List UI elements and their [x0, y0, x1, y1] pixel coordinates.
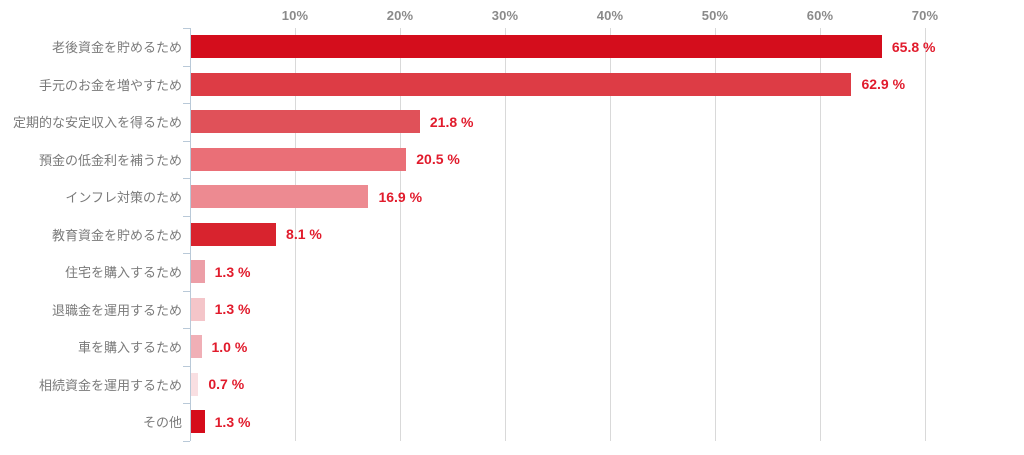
gridline — [400, 28, 401, 441]
x-tick-label: 70% — [911, 8, 939, 23]
y-axis-tick — [183, 103, 190, 104]
bar — [191, 410, 205, 434]
category-label: 相続資金を運用するため — [38, 377, 182, 393]
bar — [191, 335, 202, 359]
x-tick-label: 50% — [701, 8, 729, 23]
gridline — [295, 28, 296, 441]
x-tick-label: 10% — [281, 8, 309, 23]
gridline — [715, 28, 716, 441]
value-label: 1.3 % — [214, 263, 251, 280]
y-axis-tick — [183, 178, 190, 179]
x-tick-label: 20% — [386, 8, 414, 23]
y-axis-tick — [183, 328, 190, 329]
gridline — [820, 28, 821, 441]
category-label: 住宅を購入するため — [64, 265, 182, 281]
category-label: 老後資金を貯めるため — [51, 40, 182, 56]
category-label: その他 — [142, 415, 182, 431]
category-label: 手元のお金を増やすため — [38, 77, 182, 93]
gridline — [925, 28, 926, 441]
category-label: 車を購入するため — [77, 340, 182, 356]
bar — [191, 185, 369, 209]
value-label: 8.1 % — [286, 226, 322, 243]
value-label: 62.9 % — [861, 76, 906, 93]
x-tick-label: 30% — [491, 8, 519, 23]
y-axis-line — [190, 28, 191, 441]
y-axis-tick — [183, 140, 190, 142]
category-label: 退職金を運用するため — [51, 302, 182, 318]
bar — [191, 372, 199, 396]
bar — [191, 147, 407, 171]
value-label: 20.5 % — [416, 151, 460, 168]
category-label: 定期的な安定収入を得るため — [12, 115, 182, 131]
value-label: 1.3 % — [214, 301, 251, 318]
y-axis-tick — [183, 28, 190, 29]
gridline — [610, 28, 611, 441]
x-tick-label: 40% — [596, 8, 624, 23]
y-axis-tick — [183, 253, 190, 254]
bar — [191, 297, 205, 321]
value-label: 21.8 % — [429, 113, 474, 130]
y-axis-tick — [183, 290, 190, 292]
value-label: 1.3 % — [214, 413, 251, 430]
gridline — [505, 28, 506, 441]
category-label: インフレ対策のため — [65, 190, 182, 206]
y-axis-tick — [183, 440, 190, 442]
value-label: 16.9 % — [378, 188, 423, 205]
value-label: 65.8 % — [891, 38, 936, 55]
category-label: 預金の低金利を補うため — [38, 152, 182, 168]
x-tick-label: 60% — [806, 8, 834, 23]
category-label: 教育資金を貯めるため — [51, 227, 182, 243]
bar — [191, 260, 205, 284]
bar — [191, 222, 277, 246]
y-axis-tick — [183, 65, 190, 67]
bar — [191, 110, 420, 134]
y-axis-tick — [183, 403, 190, 404]
y-axis-tick — [183, 215, 190, 217]
value-label: 1.0 % — [211, 338, 248, 355]
value-label: 0.7 % — [208, 376, 245, 393]
bar — [191, 72, 852, 96]
bar — [191, 35, 882, 59]
y-axis-tick — [183, 365, 190, 367]
